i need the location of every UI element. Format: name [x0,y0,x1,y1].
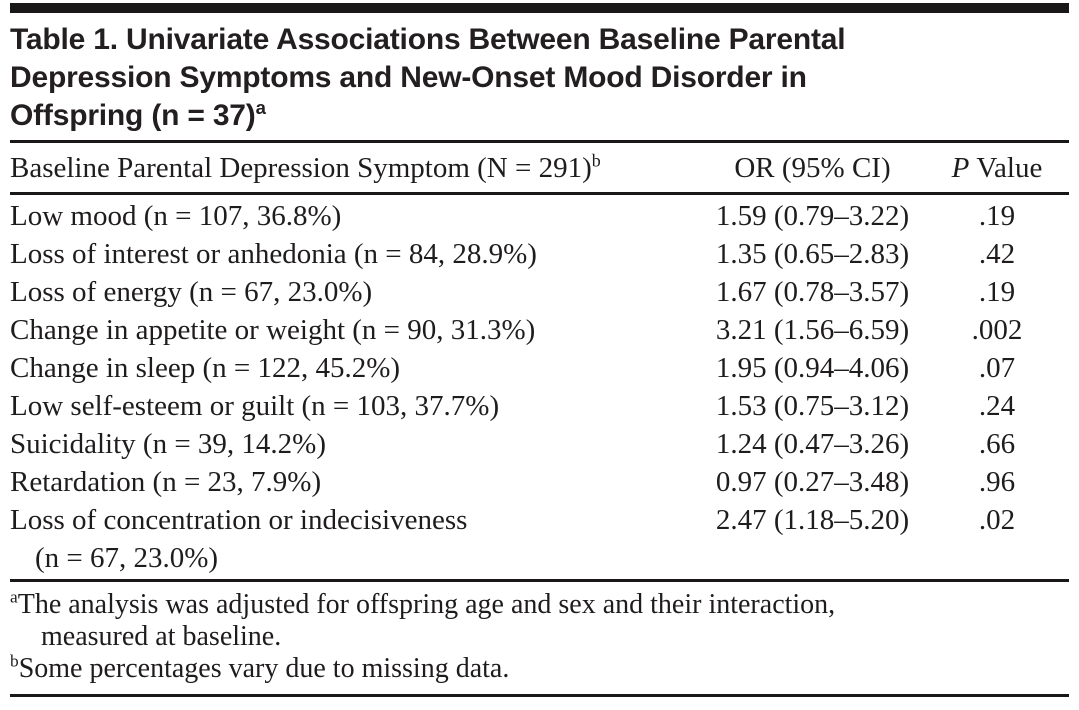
cell-p-value: .002 [971,314,1023,346]
cell-p-value: .24 [978,390,1016,422]
cell-symptom: Low mood (n = 107, 36.8%) [10,197,700,235]
table-title-line1: Table 1. Univariate Associations Between… [10,23,846,56]
footnote-a-text: The analysis was adjusted for offspring … [17,589,836,620]
symptom-text: Change in appetite or weight (n = 90, 31… [10,314,536,346]
symptom-text: Loss of interest or anhedonia (n = 84, 2… [10,238,537,270]
column-header-p-value: P Value [925,143,1069,192]
cell-symptom: Loss of energy (n = 67, 23.0%) [10,273,700,311]
bottom-rule [10,694,1069,697]
cell-symptom: Change in appetite or weight (n = 90, 31… [10,311,700,349]
table-row: Loss of concentration or indecisiveness (… [10,501,1069,577]
top-rule [10,3,1069,13]
footnote-a: aThe analysis was adjusted for offspring… [10,587,1069,653]
table-row: Low mood (n = 107, 36.8%) 1.59 (0.79–3.2… [10,197,1069,235]
column-header-p-rest: Value [976,152,1043,184]
symptom-text: Low self-esteem or guilt (n = 103, 37.7%… [10,390,500,422]
cell-or-ci: 2.47 (1.18–5.20) [715,504,910,536]
cell-or-ci: 1.53 (0.75–3.12) [715,390,910,422]
column-header-or-ci: OR (95% CI) [734,152,891,184]
footnote-b-marker: b [10,651,19,671]
cell-p-value: .19 [978,200,1016,232]
cell-or-ci: 1.59 (0.79–3.22) [715,200,910,232]
table-row: Change in appetite or weight (n = 90, 31… [10,311,1069,349]
column-header-symptom-label: Baseline Parental Depression Symptom (N … [10,152,592,184]
footnote-a-continuation: measured at baseline. [41,621,282,652]
header-separator-rule [10,192,1069,195]
table-row: Retardation (n = 23, 7.9%) 0.97 (0.27–3.… [10,463,1069,501]
symptom-text: Loss of energy (n = 67, 23.0%) [10,276,373,308]
footnotes: aThe analysis was adjusted for offspring… [10,582,1069,694]
symptom-text: Change in sleep (n = 122, 45.2%) [10,352,401,384]
table-title: Table 1. Univariate Associations Between… [10,21,1069,135]
table-body: Low mood (n = 107, 36.8%) 1.59 (0.79–3.2… [10,195,1069,579]
footnote-b: bSome percentages vary due to missing da… [10,651,1069,685]
cell-p-value: .66 [978,428,1016,460]
cell-symptom: Change in sleep (n = 122, 45.2%) [10,349,700,387]
cell-or-ci: 1.95 (0.94–4.06) [715,352,910,384]
cell-p-value: .19 [978,276,1016,308]
cell-p-value: .96 [978,466,1016,498]
table-title-line2: Depression Symptoms and New-Onset Mood D… [10,61,807,94]
table-header-row: Baseline Parental Depression Symptom (N … [10,143,1069,192]
cell-or-ci: 1.24 (0.47–3.26) [715,428,910,460]
cell-or-ci: 1.67 (0.78–3.57) [715,276,910,308]
footnote-a-marker: a [10,587,18,607]
symptom-text: Loss of concentration or indecisiveness [10,504,468,536]
cell-symptom: Loss of concentration or indecisiveness (… [10,501,700,577]
cell-p-value: .02 [978,504,1016,536]
body-footnote-separator-rule [10,579,1069,582]
cell-symptom: Suicidality (n = 39, 14.2%) [10,425,700,463]
footnote-b-text: Some percentages vary due to missing dat… [18,653,510,684]
table-title-superscript: a [255,97,266,118]
cell-symptom: Retardation (n = 23, 7.9%) [10,463,700,501]
cell-or-ci: 3.21 (1.56–6.59) [715,314,910,346]
data-table: Baseline Parental Depression Symptom (N … [10,143,1069,697]
symptom-continuation: (n = 67, 23.0%) [35,542,219,574]
table-row: Loss of interest or anhedonia (n = 84, 2… [10,235,1069,273]
column-header-p-italic: P [951,152,970,184]
symptom-text: Retardation (n = 23, 7.9%) [10,466,322,498]
symptom-text: Suicidality (n = 39, 14.2%) [10,428,326,460]
cell-symptom: Loss of interest or anhedonia (n = 84, 2… [10,235,700,273]
title-separator-rule [10,140,1069,143]
table-row: Low self-esteem or guilt (n = 103, 37.7%… [10,387,1069,425]
table-title-line3: Offspring (n = 37) [10,99,256,132]
column-header-symptom-superscript: b [591,150,601,171]
symptom-text: Low mood (n = 107, 36.8%) [10,200,342,232]
cell-symptom: Low self-esteem or guilt (n = 103, 37.7%… [10,387,700,425]
table-row: Loss of energy (n = 67, 23.0%) 1.67 (0.7… [10,273,1069,311]
cell-or-ci: 1.35 (0.65–2.83) [715,238,910,270]
table-row: Suicidality (n = 39, 14.2%) 1.24 (0.47–3… [10,425,1069,463]
cell-p-value: .42 [978,238,1016,270]
table-row: Change in sleep (n = 122, 45.2%) 1.95 (0… [10,349,1069,387]
cell-p-value: .07 [978,352,1016,384]
column-header-symptom: Baseline Parental Depression Symptom (N … [10,143,700,192]
cell-or-ci: 0.97 (0.27–3.48) [715,466,910,498]
